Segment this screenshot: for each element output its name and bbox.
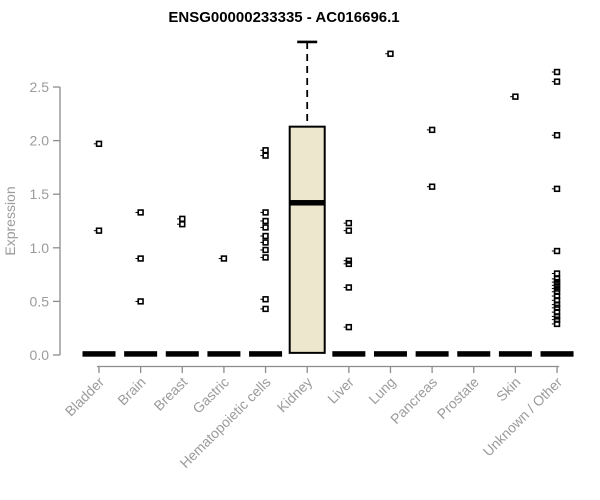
- zero-median-bar: [457, 351, 491, 357]
- y-axis-label: Expression: [2, 186, 18, 255]
- zero-median-bar: [124, 351, 158, 357]
- outlier-point: [262, 147, 269, 154]
- y-tick-label: 1.0: [30, 240, 50, 256]
- zero-median-bar: [415, 351, 449, 357]
- outlier-point: [345, 219, 353, 227]
- zero-median-bar: [373, 351, 407, 357]
- outlier-point: [95, 227, 103, 234]
- outlier-point: [137, 209, 144, 216]
- x-tick-label: Prostate: [434, 374, 482, 422]
- zero-median-bar: [82, 351, 116, 357]
- outlier-point: [220, 255, 228, 262]
- outlier-point: [137, 255, 144, 262]
- outlier-point: [345, 257, 353, 264]
- outlier-point: [137, 298, 144, 305]
- outlier-point: [179, 221, 186, 228]
- x-tick-label: Liver: [324, 374, 357, 407]
- box: [288, 125, 326, 354]
- outlier-point: [262, 217, 269, 225]
- outlier-point: [553, 313, 561, 320]
- x-tick-label: Bladder: [62, 374, 108, 420]
- outlier-point: [553, 78, 561, 85]
- outlier-point: [262, 254, 269, 261]
- outlier-point: [345, 323, 353, 331]
- plot-area: [82, 40, 574, 357]
- outlier-point: [553, 320, 561, 328]
- x-tick-label: Brain: [114, 374, 148, 408]
- y-tick-label: 2.5: [30, 79, 50, 95]
- y-tick-label: 0.5: [30, 293, 50, 309]
- y-tick-label: 2.0: [30, 133, 50, 149]
- outlier-point: [345, 284, 353, 291]
- y-tick-label: 1.5: [30, 186, 50, 202]
- outlier-point: [553, 185, 561, 193]
- outlier-point: [262, 232, 269, 240]
- outlier-point: [553, 275, 561, 283]
- outlier-point: [387, 50, 394, 57]
- x-tick-label: Breast: [150, 374, 190, 414]
- outlier-point: [262, 209, 269, 216]
- zero-median-bar: [249, 351, 283, 357]
- outlier-point: [428, 183, 436, 190]
- y-tick-label: 0.0: [30, 347, 50, 363]
- median-line: [289, 200, 325, 206]
- outlier-point: [262, 246, 269, 254]
- outlier-point: [95, 140, 103, 148]
- outlier-point: [179, 215, 186, 223]
- outlier-point: [553, 68, 561, 76]
- x-tick-label: Kidney: [274, 374, 316, 416]
- zero-median-bar: [540, 351, 574, 357]
- outlier-point: [262, 224, 269, 231]
- outlier-point: [512, 93, 519, 100]
- x-tick-label: Unknown / Other: [480, 374, 566, 460]
- outlier-point: [262, 296, 269, 303]
- x-tick-label: Lung: [365, 374, 398, 407]
- chart-title: ENSG00000233335 - AC016696.1: [168, 9, 399, 26]
- outlier-point: [345, 227, 353, 234]
- outlier-point: [553, 285, 561, 292]
- zero-median-bar: [165, 351, 199, 357]
- outlier-point: [553, 132, 561, 139]
- outlier-point: [345, 260, 353, 268]
- y-axis: 0.0 0.5 1.0 1.5 2.0 2.5: [30, 79, 61, 363]
- outlier-point: [428, 126, 436, 134]
- outlier-point: [553, 270, 561, 277]
- outlier-point: [553, 282, 561, 289]
- outlier-point: [553, 278, 561, 286]
- zero-median-bar: [207, 351, 241, 357]
- outlier-point: [262, 152, 269, 159]
- outlier-point: [553, 301, 561, 308]
- outlier-point: [262, 305, 269, 313]
- zero-median-bar: [332, 351, 366, 357]
- outlier-point: [262, 239, 269, 246]
- x-tick-label: Skin: [493, 374, 524, 405]
- outlier-point: [553, 247, 561, 255]
- zero-median-bar: [498, 351, 532, 357]
